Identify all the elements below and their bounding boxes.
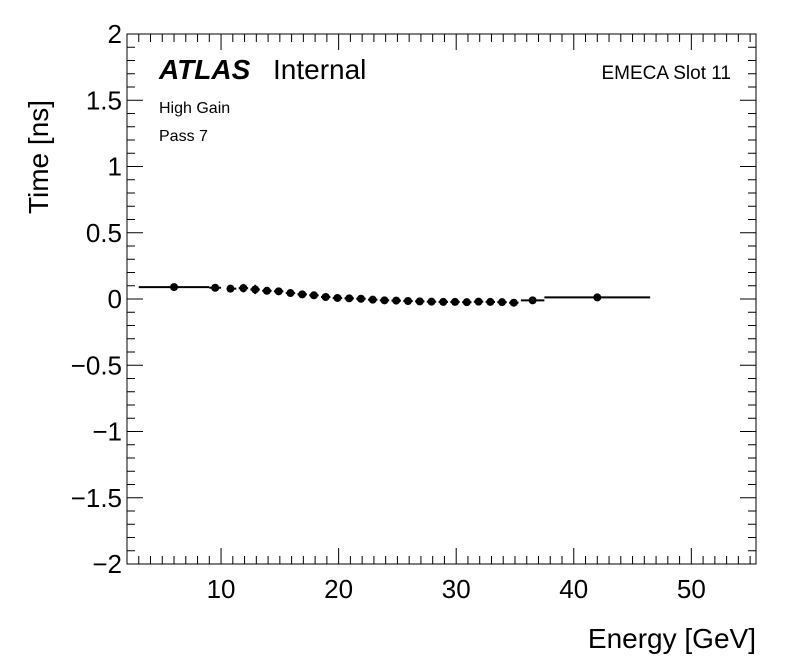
data-point xyxy=(498,298,507,307)
data-point xyxy=(345,294,354,303)
y-tick-label: 1 xyxy=(108,152,122,182)
y-axis-label: Time [ns] xyxy=(23,100,54,214)
data-point xyxy=(309,291,318,300)
internal-label: Internal xyxy=(273,54,366,85)
data-point xyxy=(403,296,412,305)
data-point xyxy=(509,298,518,307)
data-point xyxy=(427,297,436,306)
data-point xyxy=(474,297,483,306)
x-tick-label: 30 xyxy=(442,574,471,604)
data-point xyxy=(274,287,283,296)
data-point xyxy=(170,283,179,292)
data-point xyxy=(286,289,295,298)
x-tick-label: 40 xyxy=(559,574,588,604)
y-tick-label: 1.5 xyxy=(86,85,122,115)
atlas-label: ATLAS xyxy=(158,54,251,85)
x-tick-label: 20 xyxy=(324,574,353,604)
data-point xyxy=(262,286,271,295)
y-tick-label: 2 xyxy=(108,19,122,49)
data-point xyxy=(321,293,330,302)
data-point xyxy=(380,296,389,305)
data-point xyxy=(251,285,260,294)
data-point xyxy=(593,293,602,302)
x-tick-label: 10 xyxy=(207,574,236,604)
data-point xyxy=(368,295,377,304)
x-tick-label: 50 xyxy=(677,574,706,604)
data-point xyxy=(392,296,401,305)
y-tick-label: −1 xyxy=(92,417,122,447)
y-tick-label: 0 xyxy=(108,284,122,314)
y-tick-label: 0.5 xyxy=(86,218,122,248)
pass-label: Pass 7 xyxy=(159,128,208,145)
data-point xyxy=(528,296,537,305)
data-point xyxy=(333,293,342,302)
data-point xyxy=(439,297,448,306)
x-tick-labels: 10 20 30 40 50 xyxy=(207,574,706,604)
data-point xyxy=(462,298,471,307)
y-tick-label: −2 xyxy=(92,549,122,579)
data-point xyxy=(226,284,235,293)
data-point xyxy=(451,297,460,306)
y-tick-label: −0.5 xyxy=(71,350,122,380)
slot-label: EMECA Slot 11 xyxy=(601,63,731,84)
data-point xyxy=(298,290,307,299)
data-point xyxy=(356,294,365,303)
axis-ticks xyxy=(126,33,756,565)
data-point xyxy=(211,283,220,292)
y-tick-label: −1.5 xyxy=(71,483,122,513)
y-tick-labels: 2 1.5 1 0.5 0 −0.5 −1 −1.5 −2 xyxy=(71,19,122,579)
data-point xyxy=(415,297,424,306)
gain-label: High Gain xyxy=(159,100,230,117)
x-axis-label: Energy [GeV] xyxy=(588,623,756,654)
data-point xyxy=(486,297,495,306)
data-points xyxy=(170,283,602,307)
data-point xyxy=(239,284,248,293)
